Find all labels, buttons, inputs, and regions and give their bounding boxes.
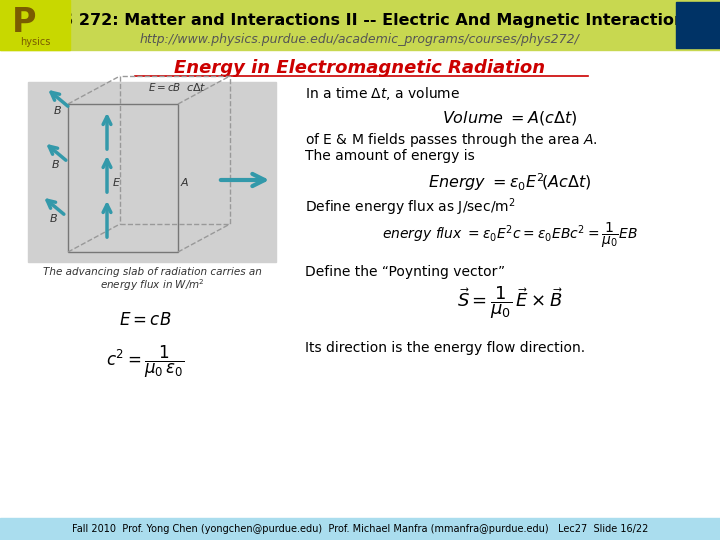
Text: $c^2 = \dfrac{1}{\mu_0\,\varepsilon_0}$: $c^2 = \dfrac{1}{\mu_0\,\varepsilon_0}$ [106,344,184,380]
Text: Define the “Poynting vector”: Define the “Poynting vector” [305,265,505,279]
Text: Volume $= A(c\Delta t)$: Volume $= A(c\Delta t)$ [442,109,577,127]
Text: $E = cB$: $E = cB$ [119,311,171,329]
Text: The amount of energy is: The amount of energy is [305,149,474,163]
Text: Energy $= \varepsilon_0 E^2\!(Ac\Delta t)$: Energy $= \varepsilon_0 E^2\!(Ac\Delta t… [428,171,592,193]
Bar [0,0,720,50]
Text: $c\Delta t$: $c\Delta t$ [186,81,206,93]
Bar [676,2,720,48]
Text: $E = cB$: $E = cB$ [148,81,181,93]
Text: Fall 2010  Prof. Yong Chen (yongchen@purdue.edu)  Prof. Michael Manfra (mmanfra@: Fall 2010 Prof. Yong Chen (yongchen@purd… [72,524,648,534]
Text: $E$: $E$ [112,176,122,188]
Text: Energy in Electromagnetic Radiation: Energy in Electromagnetic Radiation [174,59,546,77]
Bar [0,0,70,50]
Text: hysics: hysics [20,37,50,47]
Text: $\vec{S} = \dfrac{1}{\mu_0}\,\vec{E}\times\vec{B}$: $\vec{S} = \dfrac{1}{\mu_0}\,\vec{E}\tim… [457,285,563,321]
Text: The advancing slab of radiation carries an: The advancing slab of radiation carries … [42,267,261,277]
Text: $B$: $B$ [48,212,58,224]
Text: P: P [12,6,37,39]
Bar [28,82,276,262]
Text: $A$: $A$ [180,176,189,188]
Text: http://www.physics.purdue.edu/academic_programs/courses/phys272/: http://www.physics.purdue.edu/academic_p… [140,32,580,45]
Text: PHYS 272: Matter and Interactions II -- Electric And Magnetic Interactions: PHYS 272: Matter and Interactions II -- … [25,14,695,29]
Text: In a time $\Delta t$, a volume: In a time $\Delta t$, a volume [305,85,460,103]
Text: energy flux in W/m$^2$: energy flux in W/m$^2$ [99,277,204,293]
Text: energy flux $= \varepsilon_0 E^2 c = \varepsilon_0 EBc^2 = \dfrac{1}{\mu_0}EB$: energy flux $= \varepsilon_0 E^2 c = \va… [382,220,638,249]
Bar [0,50,720,518]
Text: $B$: $B$ [50,158,60,170]
Text: $B$: $B$ [53,104,61,116]
Text: of E & M fields passes through the area $A$.: of E & M fields passes through the area … [305,131,598,149]
Text: Define energy flux as J/sec/m$^2$: Define energy flux as J/sec/m$^2$ [305,196,516,218]
Text: Its direction is the energy flow direction.: Its direction is the energy flow directi… [305,341,585,355]
Bar [0,518,720,540]
